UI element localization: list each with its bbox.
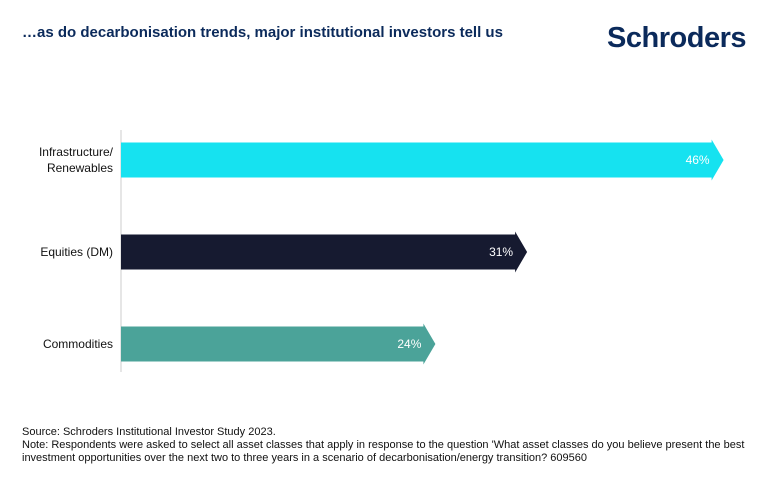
category-label-commodities: Commodities [43,337,113,351]
bar-infrastructure-renewables [121,139,724,181]
category-label-infrastructure-renewables: Infrastructure/Renewables [39,145,114,175]
bar-equities-dm [121,231,528,273]
methodology-note: Note: Respondents were asked to select a… [22,439,745,464]
category-label-equities-dm: Equities (DM) [40,245,113,259]
chart-footer: Source: Schroders Institutional Investor… [22,426,752,465]
chart-title: …as do decarbonisation trends, major ins… [22,24,503,41]
schroders-logo: Schroders [607,22,746,54]
bar-chart: 46% Infrastructure/Renewables 31% Equities … [39,130,724,372]
bar-commodities [121,323,436,365]
source-note: Source: Schroders Institutional Investor… [22,426,276,438]
value-label-infrastructure-renewables: 46% [686,153,710,167]
value-label-equities-dm: 31% [489,245,513,259]
value-label-commodities: 24% [397,337,421,351]
